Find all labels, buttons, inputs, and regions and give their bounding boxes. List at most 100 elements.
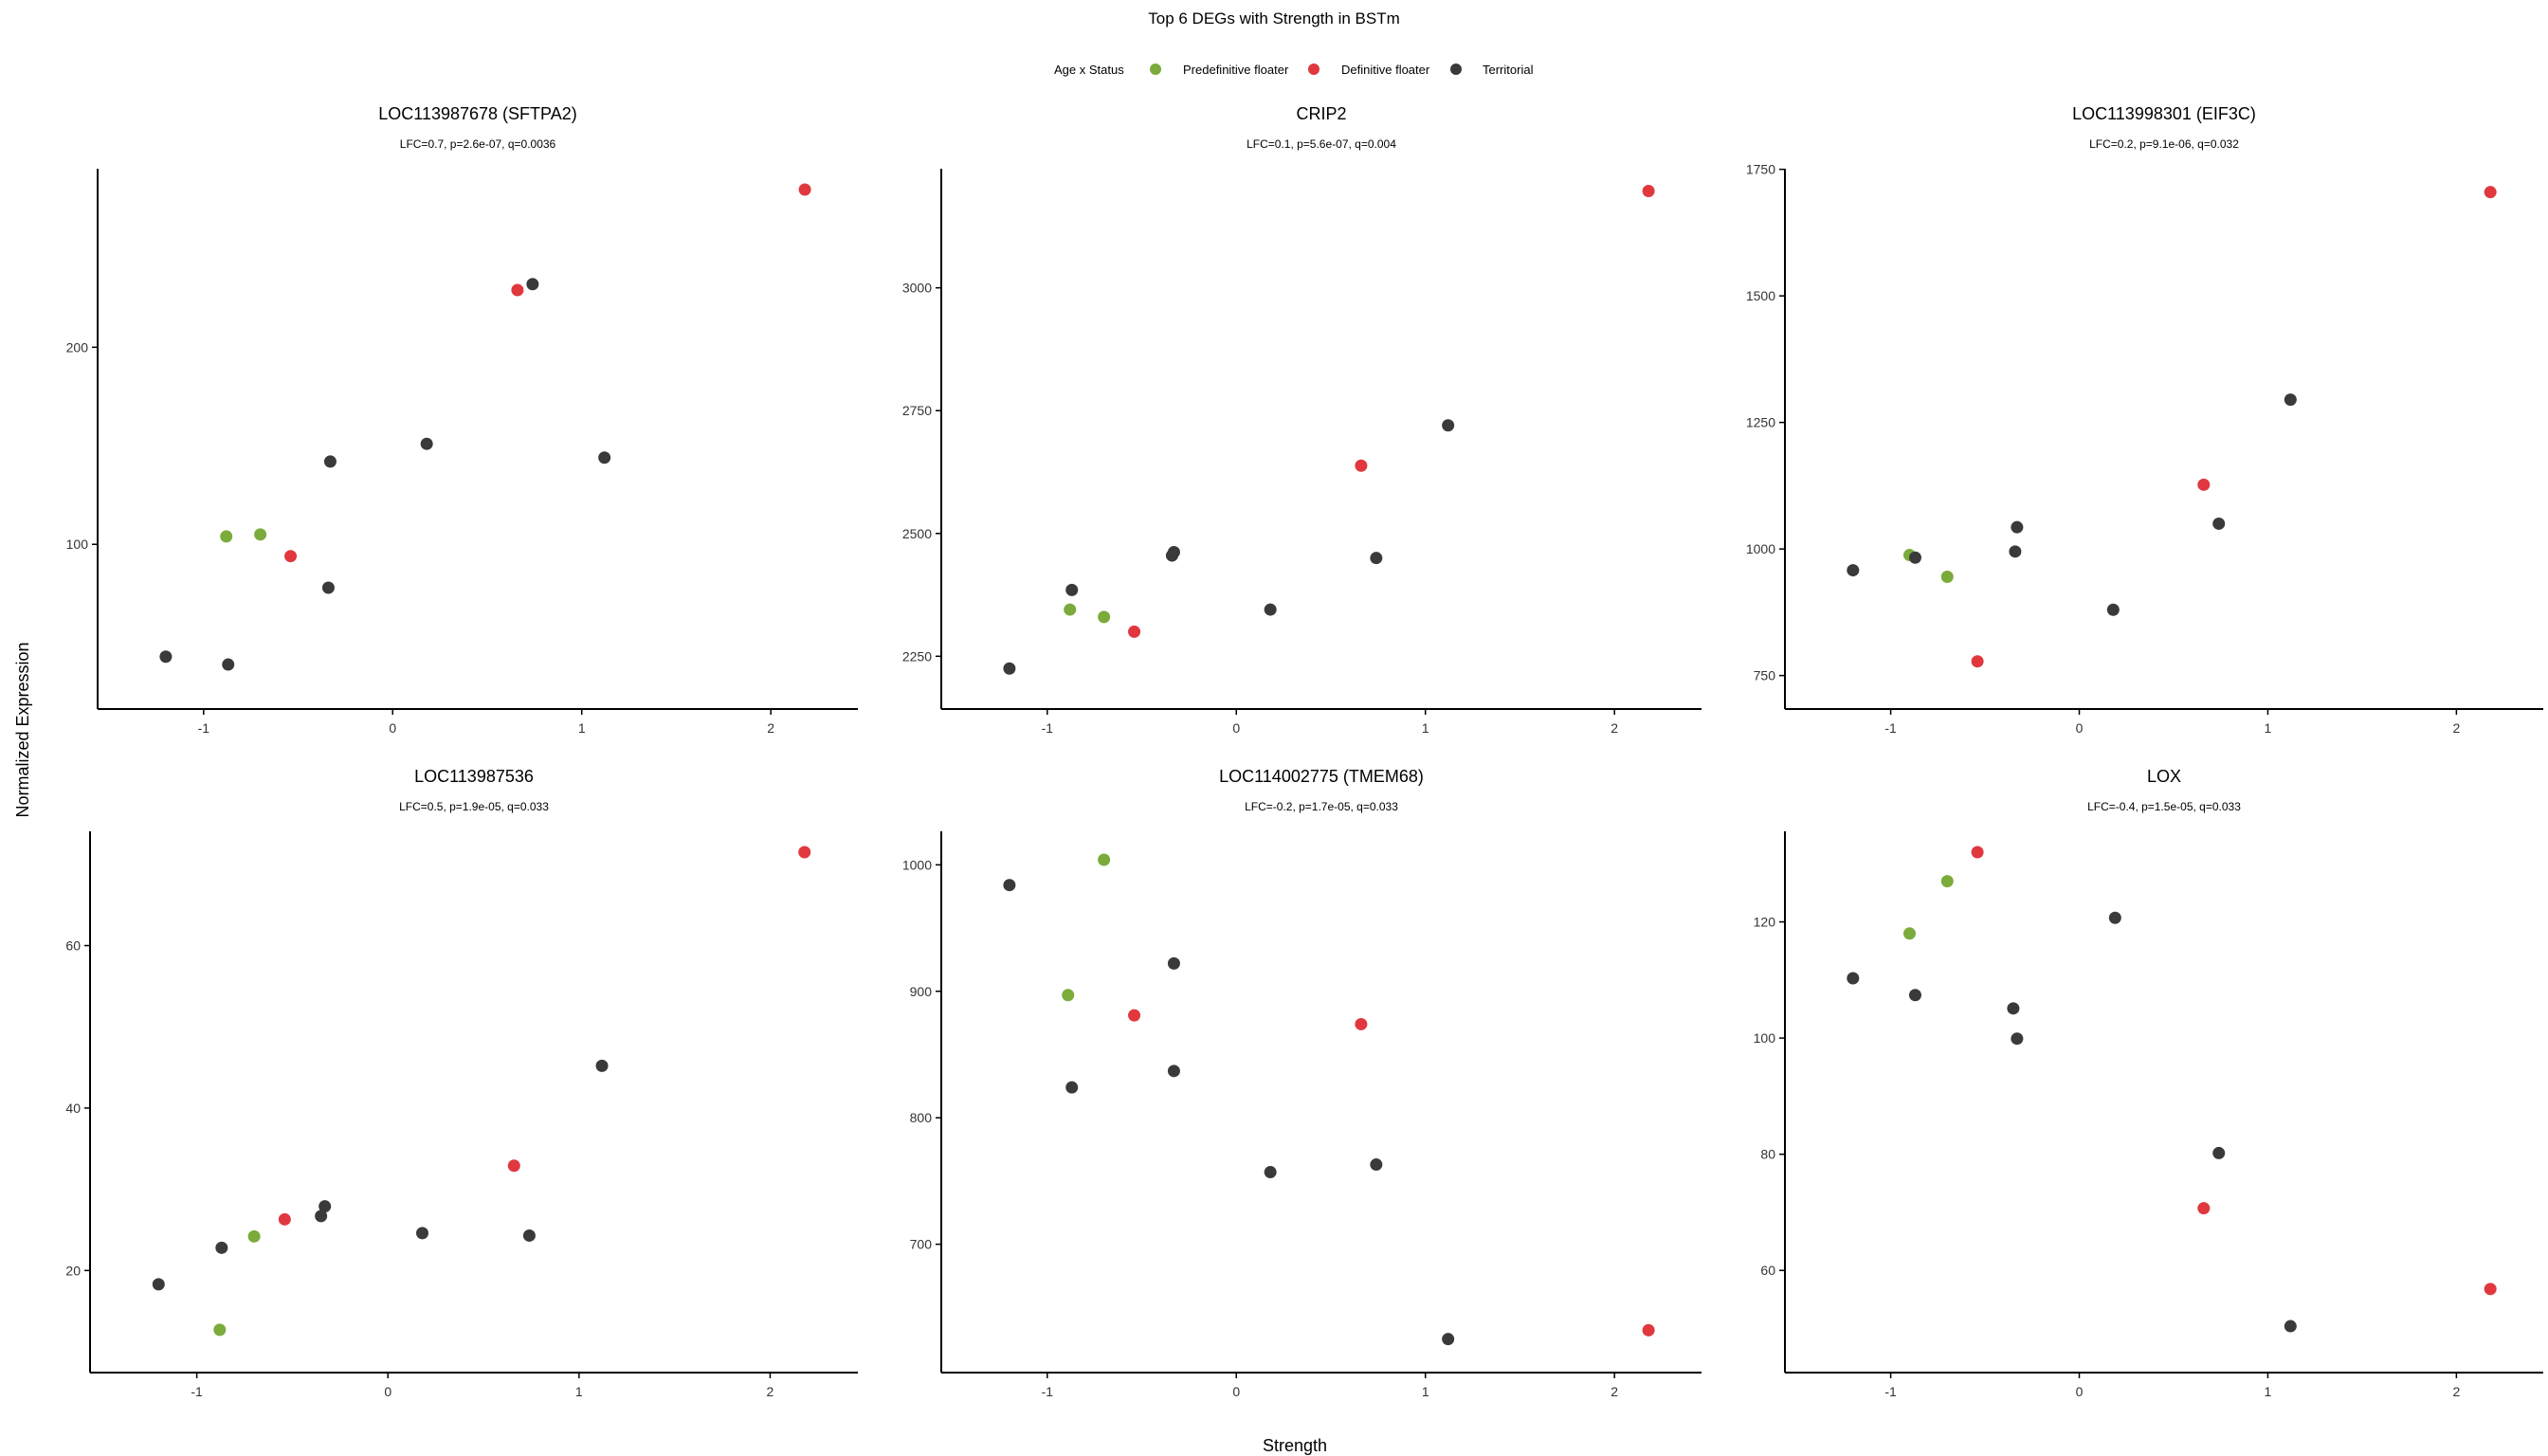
legend-entry-territorial: Territorial — [1450, 63, 1534, 77]
panel-subtitle: LFC=-0.4, p=1.5e-05, q=0.033 — [2087, 800, 2241, 813]
x-tick-label: 2 — [767, 1384, 774, 1399]
point-definitive-floater — [1642, 185, 1655, 198]
point-predefinitive-floater — [1098, 610, 1111, 624]
point-territorial — [1847, 972, 1860, 985]
panel-6: LOX LFC=-0.4, p=1.5e-05, q=0.033 -1 0 1 2 60 80… — [1754, 767, 2543, 1399]
y-tick-label: 900 — [910, 984, 933, 999]
point-territorial — [321, 581, 335, 594]
x-tick-label: 0 — [1232, 1384, 1240, 1399]
point-definitive-floater — [1128, 1009, 1141, 1022]
point-predefinitive-floater — [220, 530, 233, 543]
figure-title: Top 6 DEGs with Strength in BSTm — [1148, 9, 1400, 27]
x-tick-label: 2 — [2452, 1384, 2460, 1399]
point-definitive-floater — [1355, 1017, 1368, 1030]
point-definitive-floater — [511, 283, 524, 297]
point-territorial — [2108, 911, 2121, 924]
x-tick-label: 1 — [1422, 720, 1429, 736]
y-tick-label: 120 — [1754, 915, 1776, 930]
x-tick-label: 1 — [578, 720, 586, 736]
panel-subtitle: LFC=0.5, p=1.9e-05, q=0.033 — [399, 800, 549, 813]
panel-4: LOC113987536 LFC=0.5, p=1.9e-05, q=0.033 -… — [65, 767, 858, 1399]
point-definitive-floater — [1971, 846, 1984, 859]
legend-label-definitive-floater: Definitive floater — [1341, 63, 1430, 77]
point-territorial — [1908, 989, 1921, 1002]
x-tick-label: 2 — [1611, 720, 1618, 736]
x-tick-label: -1 — [198, 720, 210, 736]
x-tick-label: 2 — [1611, 1384, 1618, 1399]
point-predefinitive-floater — [1098, 853, 1111, 866]
point-territorial — [2106, 603, 2120, 616]
y-tick-label: 2500 — [902, 526, 932, 541]
point-territorial — [1264, 603, 1277, 616]
point-territorial — [416, 1227, 429, 1240]
point-territorial — [1264, 1166, 1277, 1179]
point-territorial — [152, 1278, 165, 1291]
legend-key-definitive-floater — [1308, 64, 1320, 75]
panel-subtitle: LFC=-0.2, p=1.7e-05, q=0.033 — [1245, 800, 1398, 813]
x-tick-label: -1 — [191, 1384, 203, 1399]
point-predefinitive-floater — [1064, 603, 1077, 616]
point-territorial — [1908, 551, 1921, 564]
x-tick-label: -1 — [1884, 1384, 1897, 1399]
legend-title: Age x Status — [1054, 63, 1124, 77]
x-tick-label: 0 — [389, 720, 396, 736]
point-territorial — [1065, 583, 1079, 596]
panel-title: CRIP2 — [1296, 104, 1346, 123]
x-tick-label: 0 — [1232, 720, 1240, 736]
y-tick-label: 100 — [66, 537, 89, 552]
point-predefinitive-floater — [1940, 875, 1954, 888]
point-definitive-floater — [1971, 655, 1984, 668]
y-tick-label: 700 — [910, 1237, 933, 1252]
point-predefinitive-floater — [247, 1229, 261, 1243]
point-territorial — [2212, 1146, 2226, 1159]
y-tick-label: 1000 — [1746, 541, 1775, 556]
point-territorial — [318, 1200, 332, 1213]
legend-key-predefinitive-floater — [1150, 64, 1161, 75]
x-tick-label: 1 — [2265, 720, 2272, 736]
panels: LOC113987678 (SFTPA2) LFC=0.7, p=2.6e-07,… — [65, 104, 2543, 1399]
y-tick-label: 1000 — [902, 857, 932, 872]
point-territorial — [1847, 564, 1860, 577]
x-tick-label: -1 — [1884, 720, 1897, 736]
y-tick-label: 2250 — [902, 648, 932, 664]
legend: Age x Status Predefinitive floater Defin… — [1054, 63, 1534, 77]
panel-3: LOC113998301 (EIF3C) LFC=0.2, p=9.1e-06, … — [1746, 104, 2543, 736]
y-tick-label: 40 — [65, 1101, 81, 1116]
point-territorial — [1065, 1081, 1079, 1094]
point-definitive-floater — [507, 1159, 520, 1173]
x-tick-label: 0 — [2076, 720, 2084, 736]
point-territorial — [1167, 545, 1180, 558]
point-territorial — [1003, 662, 1016, 675]
point-territorial — [323, 455, 337, 468]
point-definitive-floater — [2484, 186, 2497, 199]
legend-label-predefinitive-floater: Predefinitive floater — [1183, 63, 1289, 77]
x-tick-label: -1 — [1042, 720, 1054, 736]
point-predefinitive-floater — [254, 528, 267, 541]
legend-entry-predefinitive-floater: Predefinitive floater — [1150, 63, 1289, 77]
legend-entry-definitive-floater: Definitive floater — [1308, 63, 1430, 77]
panel-title: LOC113998301 (EIF3C) — [2072, 104, 2256, 123]
point-predefinitive-floater — [213, 1323, 227, 1337]
x-tick-label: 1 — [575, 1384, 583, 1399]
point-territorial — [1370, 552, 1383, 565]
y-tick-label: 2750 — [902, 403, 932, 418]
y-tick-label: 1500 — [1746, 288, 1775, 303]
panel-5: LOC114002775 (TMEM68) LFC=-0.2, p=1.7e-05… — [902, 767, 1702, 1399]
panel-title: LOC114002775 (TMEM68) — [1219, 767, 1424, 786]
panel-subtitle: LFC=0.7, p=2.6e-07, q=0.0036 — [400, 137, 556, 151]
point-definitive-floater — [1355, 459, 1368, 472]
y-tick-label: 200 — [66, 339, 89, 355]
y-tick-label: 3000 — [902, 281, 932, 296]
point-definitive-floater — [1128, 625, 1141, 638]
point-territorial — [598, 451, 611, 464]
point-territorial — [2011, 1032, 2024, 1046]
panel-subtitle: LFC=0.1, p=5.6e-07, q=0.004 — [1247, 137, 1396, 151]
y-tick-label: 100 — [1754, 1030, 1776, 1046]
point-definitive-floater — [798, 183, 811, 196]
point-definitive-floater — [798, 846, 811, 859]
point-definitive-floater — [1642, 1323, 1655, 1337]
point-territorial — [1167, 1065, 1180, 1078]
point-territorial — [2284, 1320, 2297, 1333]
x-tick-label: 0 — [384, 1384, 391, 1399]
point-predefinitive-floater — [1062, 989, 1075, 1002]
